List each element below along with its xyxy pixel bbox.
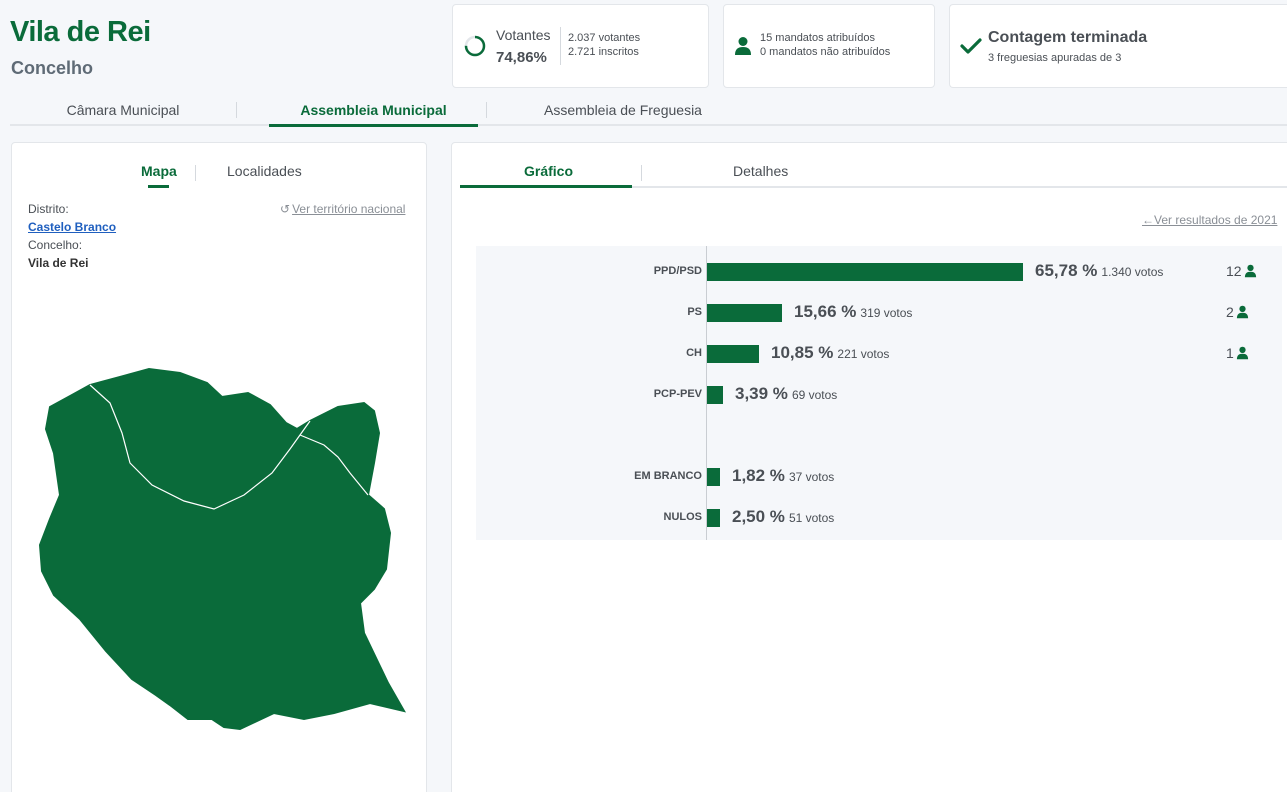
- mandatos-atribuidos: 15 mandatos atribuídos: [760, 32, 875, 44]
- votantes-card: Votantes 74,86% 2.037 votantes 2.721 ins…: [452, 4, 709, 88]
- result-bar: [707, 509, 720, 527]
- page-title: Vila de Rei: [10, 16, 151, 48]
- result-bar: [707, 345, 759, 363]
- map-region: [38, 367, 407, 731]
- result-bar: [707, 386, 723, 404]
- percent-value: 2,50 %: [732, 507, 785, 526]
- chart-row: EM BRANCO 1,82 % 37 votos: [476, 466, 1282, 488]
- tab-grafico[interactable]: Gráfico: [524, 163, 574, 179]
- chart-row: PS 15,66 % 319 votos 2: [476, 302, 1282, 324]
- results-bar-chart: PPD/PSD 65,78 % 1.340 votos 12 PS 15,66 % 319 …: [476, 246, 1282, 540]
- percent-label: 15,66 % 319 votos: [794, 302, 912, 322]
- votes-label: 69 votos: [791, 388, 838, 402]
- percent-value: 3,39 %: [735, 384, 788, 403]
- contagem-subtitle: 3 freguesias apuradas de 3: [988, 52, 1122, 64]
- results-panel: Gráfico Detalhes ←Ver resultados de 2021…: [451, 142, 1287, 792]
- party-label: PCP-PEV: [653, 388, 702, 400]
- person-icon: [1236, 346, 1248, 360]
- chart-row: NULOS 2,50 % 51 votos: [476, 507, 1282, 529]
- seats-count: 2: [1226, 304, 1249, 320]
- tab-divider: [236, 102, 237, 118]
- previous-results-link[interactable]: ←Ver resultados de 2021: [1142, 213, 1277, 227]
- votes-label: 51 votos: [788, 511, 835, 525]
- percent-value: 15,66 %: [794, 302, 857, 321]
- tab-localidades[interactable]: Localidades: [227, 163, 302, 179]
- tab-divider: [486, 102, 487, 118]
- person-icon: [735, 37, 751, 55]
- national-territory-link-label: Ver território nacional: [292, 202, 406, 216]
- map-panel: Mapa Localidades Distrito: Castelo Branc…: [11, 142, 427, 792]
- votes-label: 1.340 votos: [1101, 265, 1164, 279]
- result-bar: [707, 304, 782, 322]
- votantes-count: 2.037 votantes: [568, 32, 641, 44]
- party-label: PPD/PSD: [653, 265, 702, 277]
- tab-grafico-underline: [460, 185, 632, 188]
- votes-label: 319 votos: [860, 306, 913, 320]
- contagem-title: Contagem terminada: [988, 29, 1148, 46]
- party-label: CH: [686, 347, 702, 359]
- percent-value: 10,85 %: [771, 343, 834, 362]
- seats-value: 12: [1226, 263, 1242, 279]
- party-label: PS: [687, 306, 702, 318]
- tab-assembleia-municipal[interactable]: Assembleia Municipal: [269, 98, 478, 127]
- seats-count: 1: [1226, 345, 1249, 361]
- percent-label: 10,85 % 221 votos: [771, 343, 889, 363]
- mandatos-card: 15 mandatos atribuídos 0 mandatos não at…: [723, 4, 935, 88]
- seats-value: 2: [1226, 304, 1234, 320]
- result-bar: [707, 468, 720, 486]
- main-tabs: Câmara Municipal Assembleia Municipal As…: [10, 98, 1287, 127]
- arrow-left-icon: ←: [1142, 213, 1154, 227]
- tab-baseline: [632, 186, 1287, 188]
- tab-mapa-underline: [148, 185, 169, 188]
- votes-label: 37 votos: [788, 470, 835, 484]
- votantes-divider: [560, 27, 561, 65]
- votantes-label: Votantes: [496, 27, 551, 43]
- chart-row: CH 10,85 % 221 votos 1: [476, 343, 1282, 365]
- chart-axis: [706, 246, 707, 540]
- national-territory-link[interactable]: ↺ Ver território nacional: [280, 202, 405, 216]
- person-icon: [1244, 264, 1256, 278]
- percent-value: 1,82 %: [732, 466, 785, 485]
- contagem-card: Contagem terminada 3 freguesias apuradas…: [949, 4, 1287, 88]
- votes-label: 221 votos: [837, 347, 890, 361]
- tab-assembleia-freguesia[interactable]: Assembleia de Freguesia: [544, 102, 702, 118]
- previous-results-link-label: Ver resultados de 2021: [1154, 213, 1278, 227]
- tab-divider: [195, 165, 196, 181]
- parish-border: [89, 384, 369, 510]
- tab-mapa[interactable]: Mapa: [141, 163, 177, 179]
- concelho-value: Vila de Rei: [28, 256, 89, 270]
- inscritos-count: 2.721 inscritos: [568, 46, 639, 58]
- percent-label: 2,50 % 51 votos: [732, 507, 834, 527]
- chart-row: PPD/PSD 65,78 % 1.340 votos 12: [476, 261, 1282, 283]
- tab-camara-municipal[interactable]: Câmara Municipal: [66, 102, 180, 118]
- person-icon: [1236, 305, 1248, 319]
- mandatos-nao-atribuidos: 0 mandatos não atribuídos: [760, 46, 891, 58]
- percent-value: 65,78 %: [1035, 261, 1098, 280]
- tab-detalhes[interactable]: Detalhes: [733, 163, 789, 179]
- percent-label: 65,78 % 1.340 votos: [1035, 261, 1163, 281]
- party-label: EM BRANCO: [634, 470, 702, 482]
- seats-value: 1: [1226, 345, 1234, 361]
- chart-row: PCP-PEV 3,39 % 69 votos: [476, 384, 1282, 406]
- distrito-label: Distrito:: [28, 202, 69, 216]
- percent-label: 3,39 % 69 votos: [735, 384, 837, 404]
- votantes-percent: 74,86%: [496, 49, 547, 66]
- distrito-link[interactable]: Castelo Branco: [28, 220, 117, 234]
- percent-label: 1,82 % 37 votos: [732, 466, 834, 486]
- concelho-label: Concelho:: [28, 238, 83, 252]
- turnout-ring-icon: [464, 35, 486, 57]
- concelho-map[interactable]: [34, 333, 414, 733]
- tab-divider: [641, 165, 642, 181]
- result-bar: [707, 263, 1023, 281]
- check-icon: [960, 38, 982, 54]
- undo-icon: ↺: [280, 202, 291, 216]
- page-subtitle: Concelho: [11, 58, 94, 78]
- party-label: NULOS: [663, 511, 703, 523]
- seats-count: 12: [1226, 263, 1257, 279]
